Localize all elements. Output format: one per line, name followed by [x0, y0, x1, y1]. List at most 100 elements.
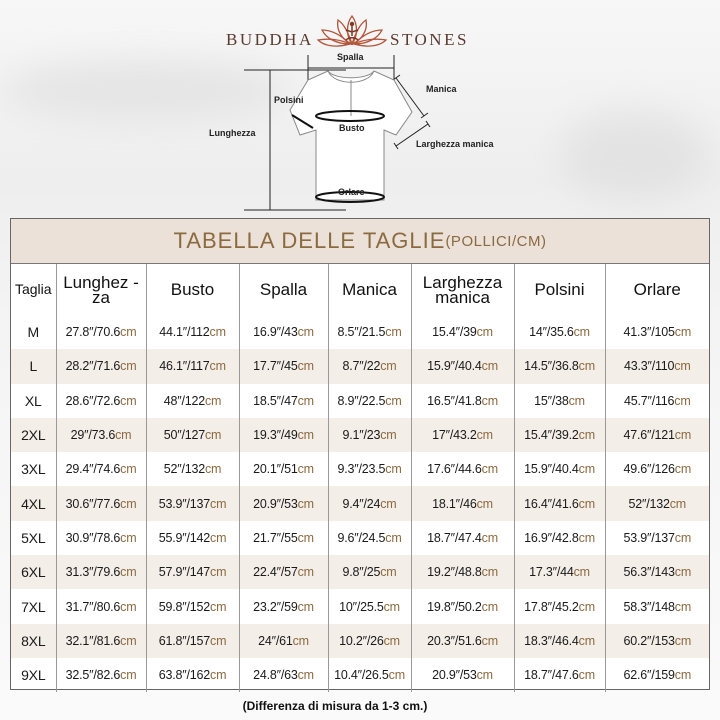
measurement-value: 61.8″/157	[158, 633, 211, 648]
measurement-value: 62.6″/159	[623, 668, 675, 683]
measurement-cell: 57.9″/147cm	[145, 555, 239, 590]
measurement-value: 50″/127	[163, 428, 205, 443]
measurement-value: 53.9″/137	[158, 496, 211, 511]
unit-cm: cm	[674, 530, 692, 545]
unit-cm: cm	[578, 633, 595, 648]
measurement-value: 19.8″/50.2	[427, 599, 482, 614]
unit-cm: cm	[573, 565, 590, 580]
measurement-value: 17″/43.2	[432, 428, 477, 443]
label-polsini: Polsini	[274, 95, 304, 105]
measurement-cell: 52″/132cm	[145, 452, 239, 487]
measurement-cell: 31.7″/80.6cm	[55, 589, 146, 624]
unit-cm: cm	[120, 668, 137, 683]
measurement-value: 31.7″/80.6	[65, 599, 121, 614]
measurement-cell: 29″/73.6cm	[55, 417, 146, 453]
measurement-value: 46.1″/117	[159, 359, 210, 374]
unit-cm: cm	[481, 599, 498, 614]
unit-cm: cm	[476, 428, 493, 443]
table-row: 6XL 31.3″/79.6cm 57.9″/147cm 22.4″/57cm 9.8″…	[11, 555, 709, 590]
measurement-cell: 16.9″/42.8cm	[513, 520, 605, 556]
measurement-value: 17.7″/45	[253, 359, 298, 374]
unit-cm: cm	[210, 496, 227, 511]
measurement-cell: 9.6″/24.5cm	[327, 520, 411, 556]
measurement-cell: 61.8″/157cm	[145, 623, 239, 658]
unit-cm: cm	[297, 496, 314, 511]
unit-cm: cm	[385, 325, 402, 340]
measurement-value: 9.1″/23	[342, 428, 381, 443]
unit-cm: cm	[120, 393, 137, 408]
table-row: 2XL 29″/73.6cm 50″/127cm 19.3″/49cm 9.1″/23c…	[11, 417, 709, 453]
unit-cm: cm	[669, 496, 687, 511]
unit-cm: cm	[674, 599, 692, 614]
unit-cm: cm	[205, 393, 222, 408]
measurement-cell: 20.9″/53cm	[410, 657, 514, 693]
measurement-cell: 10″/25.5cm	[327, 589, 411, 624]
measurement-value: 18.7″/47.6	[524, 668, 579, 683]
measurement-value: 16.9″/43	[253, 325, 298, 340]
unit-cm: cm	[476, 325, 493, 340]
size-chart-table: TABELLA DELLE TAGLIE (POLLICI/CM) Taglia L…	[10, 218, 710, 693]
measurement-value: 18.3″/46.4	[524, 633, 579, 648]
measurement-value: 22.4″/57	[253, 565, 298, 580]
measurement-value: 9.4″/24	[342, 496, 381, 511]
table-row: 7XL 31.7″/80.6cm 59.8″/152cm 23.2″/59cm 10″/…	[11, 589, 709, 624]
measurement-cell: 18.7″/47.6cm	[513, 657, 605, 693]
table-row: 9XL 32.5″/82.6cm 63.8″/162cm 24.8″/63cm 10.4…	[11, 657, 709, 693]
unit-cm: cm	[481, 565, 498, 580]
measurement-value: 14.5″/36.8	[524, 359, 579, 374]
measurement-cell: 18.7″/47.4cm	[410, 520, 514, 556]
measurement-cell: 23.2″/59cm	[238, 589, 328, 624]
column-header: Orlare	[604, 264, 709, 315]
unit-cm: cm	[297, 462, 314, 477]
measurement-cell: 31.3″/79.6cm	[55, 555, 146, 590]
measurement-cell: 62.6″/159cm	[604, 657, 709, 693]
measurement-cell: 19.2″/48.8cm	[410, 555, 514, 590]
unit-cm: cm	[210, 599, 227, 614]
unit-cm: cm	[674, 359, 691, 374]
label-orlare: Orlare	[338, 187, 365, 197]
measurement-value: 20.1″/51	[253, 462, 298, 477]
unit-cm: cm	[573, 325, 590, 340]
measurement-value: 15.9″/40.4	[524, 462, 579, 477]
unit-cm: cm	[578, 496, 595, 511]
measurement-cell: 17.8″/45.2cm	[513, 589, 605, 624]
measurement-value: 19.2″/48.8	[427, 565, 482, 580]
measurement-value: 19.3″/49	[253, 428, 298, 443]
measurement-cell: 47.6″/121cm	[604, 417, 709, 453]
measurement-cell: 53.9″/137cm	[145, 486, 239, 521]
unit-cm: cm	[578, 599, 595, 614]
measurement-cell: 10.2″/26cm	[327, 623, 411, 658]
unit-cm: cm	[297, 325, 314, 340]
measurement-cell: 45.7″/116cm	[604, 383, 709, 418]
measurement-value: 20.9″/53	[253, 496, 298, 511]
unit-cm: cm	[380, 496, 397, 511]
measurement-cell: 32.5″/82.6cm	[55, 657, 146, 693]
unit-cm: cm	[674, 428, 692, 443]
unit-cm: cm	[578, 462, 595, 477]
measurement-cell: 48″/122cm	[145, 383, 239, 418]
measurement-cell: 50″/127cm	[145, 417, 239, 453]
unit-cm: cm	[481, 462, 498, 477]
column-header: Manica	[327, 264, 411, 315]
unit-cm: cm	[297, 565, 314, 580]
measurement-cell: 17″/43.2cm	[410, 417, 514, 453]
measurement-cell: 56.3″/143cm	[604, 555, 709, 590]
measurement-cell: 17.3″/44cm	[513, 555, 605, 590]
unit-cm: cm	[120, 325, 137, 340]
measurement-value: 58.3″/148	[623, 599, 675, 614]
size-label: 8XL	[11, 623, 56, 658]
label-lunghezza: Lunghezza	[209, 128, 256, 138]
unit-cm: cm	[380, 359, 397, 374]
unit-cm: cm	[120, 359, 137, 374]
table-row: 4XL 30.6″/77.6cm 53.9″/137cm 20.9″/53cm 9.4″…	[11, 486, 709, 521]
measurement-value: 45.7″/116	[623, 393, 675, 408]
column-header: Taglia	[11, 264, 56, 315]
measurement-cell: 44.1″/112cm	[145, 315, 239, 350]
measurement-value: 32.5″/82.6	[65, 668, 121, 683]
unit-cm: cm	[578, 428, 595, 443]
measurement-cell: 9.3″/23.5cm	[327, 452, 411, 487]
unit-cm: cm	[385, 462, 402, 477]
measurement-cell: 19.3″/49cm	[238, 417, 328, 453]
measurement-value: 17.8″/45.2	[524, 599, 579, 614]
measurement-value: 60.2″/153	[623, 633, 675, 648]
